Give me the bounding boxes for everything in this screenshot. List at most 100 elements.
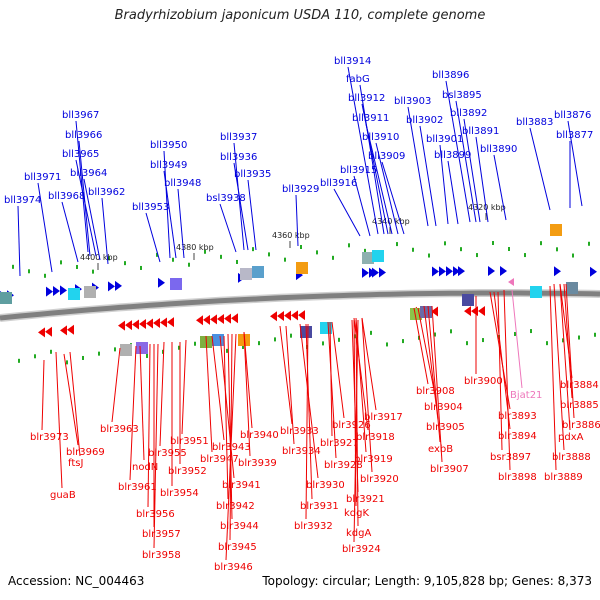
leader-line [353,319,359,543]
leader-line [41,359,45,431]
forward-gene-label: bll3948 [164,178,201,189]
gene-feature-block [462,294,474,306]
gene-feature-block [252,266,264,278]
leader-line [493,154,507,221]
gc-marker [338,337,340,342]
leader-line [147,343,151,508]
leader-line [431,305,443,463]
leader-line [225,333,237,561]
forward-gene-label: bll3876 [554,110,591,121]
reverse-gene-label: blr3944 [220,521,259,532]
leader-line [347,66,379,235]
forward-gene-label: bll3901 [426,134,463,145]
leader-line [423,305,439,421]
leader-line [563,283,573,399]
forward-gene-label: bll3915 [340,165,377,176]
gc-marker [204,249,206,254]
reverse-gene-arrow [139,319,146,330]
leader-line [279,325,293,425]
leader-line [359,84,385,235]
reverse-gene-label: blr3917 [364,412,403,423]
forward-gene-arrow [158,277,165,288]
gc-marker [322,341,324,346]
backbone-line [0,290,600,321]
reverse-gene-arrow [431,306,438,317]
reverse-gene-label: blr3969 [66,447,105,458]
forward-gene-arrow [46,286,53,297]
gc-marker [194,341,196,346]
forward-gene-label: bll3929 [282,184,319,195]
scale-ticks: 4400 kbp 4380 kbp 4360 kbp 4340 kbp 4320 kbp [80,203,506,270]
forward-gene-label: bsl3895 [442,90,482,101]
forward-gene-label: bll3890 [480,144,517,155]
gc-marker [162,349,164,354]
forward-gene-arrow [590,266,597,277]
gene-feature-block [566,282,578,294]
gc-marker [114,347,116,352]
gc-marker [508,247,510,252]
forward-gene-label: bll3949 [150,160,187,171]
leader-line [439,144,449,225]
forward-gene-arrow [108,281,115,292]
reverse-gene-arrow [118,320,125,331]
forward-gene-arrow [554,266,561,277]
leader-line [305,323,313,500]
forward-gene-arrow [379,267,386,278]
gc-marker [332,255,334,260]
leader-line [375,142,399,235]
gc-marker [578,335,580,340]
forward-gene-label: bll3953 [132,202,169,213]
leader-line [529,127,551,211]
leader-line [445,80,471,223]
reverse-gene-label: blr3957 [142,529,181,540]
leader-line [553,283,565,451]
leader-line [427,305,441,443]
reverse-gene-label: blr3884 [560,380,599,391]
reverse-gene-label: blr3926 [332,420,371,431]
gc-marker [530,329,532,334]
reverse-gene-label: blr3941 [222,480,261,491]
forward-gene-arrow [439,266,446,277]
leader-line [145,212,161,263]
reverse-gene-label: blr3893 [498,411,537,422]
reverse-gene-label: blr3946 [214,562,253,573]
forward-gene-label: bll3892 [450,108,487,119]
gene-feature-block [68,288,80,300]
gc-marker [386,342,388,347]
reverse-gene-label: blr3939 [238,458,277,469]
reverse-gene-arrow [125,320,132,331]
gene-feature-block [362,252,374,264]
gene-feature-block [0,292,12,304]
forward-gene-label: bll3962 [88,187,125,198]
reverse-gene-label: blr3885 [560,400,599,411]
reverse-gene-label: blr3945 [218,542,257,553]
reverse-gene-arrow [196,315,203,326]
leader-line [567,120,583,207]
forward-gene-arrow [458,266,465,277]
gc-marker [546,341,548,346]
reverse-gene-label: blr3921 [346,494,385,505]
forward-gene-label: fabG [346,74,370,85]
reverse-gene-arrow [160,317,167,328]
reverse-gene-arrow [203,314,210,325]
leader-line [219,335,235,479]
gc-marker [450,329,452,334]
forward-gene-label: bll3967 [62,110,99,121]
leader-line [475,136,489,223]
leader-line [61,201,79,263]
map-title: Bradyrhizobium japonicum USDA 110, compl… [114,8,486,23]
leader-line [211,335,225,441]
reverse-gene-label: blr3904 [424,402,463,413]
forward-gene-arrow [115,280,122,291]
reverse-gene-arrow [231,313,238,324]
reverse-gene-label: blr3952 [168,466,207,477]
reverse-gene-label: blr3973 [30,432,69,443]
leader-line [511,289,523,389]
leader-line [219,203,237,253]
leader-line [463,118,481,223]
reverse-gene-label: blr3932 [294,521,333,532]
leader-line [417,307,437,401]
gc-marker [18,358,20,363]
forward-gene-label: bll3909 [368,151,405,162]
